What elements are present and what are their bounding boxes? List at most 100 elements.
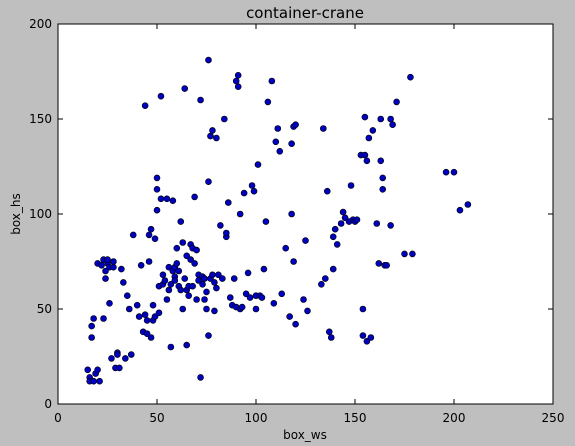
data-point (217, 222, 224, 229)
data-point (213, 134, 220, 142)
data-point (221, 115, 228, 123)
data-point (365, 134, 373, 142)
data-point (219, 275, 226, 282)
data-point (116, 364, 123, 372)
data-point (169, 197, 177, 204)
data-point (141, 311, 149, 319)
data-point (361, 151, 369, 159)
data-point (205, 178, 212, 185)
data-point (151, 235, 159, 242)
data-point (143, 330, 151, 338)
data-point (145, 258, 153, 265)
data-point (209, 271, 216, 279)
data-point (456, 206, 464, 214)
data-point (94, 366, 101, 374)
data-point (167, 280, 175, 288)
data-point (264, 98, 272, 106)
data-point (254, 161, 262, 168)
data-point (102, 267, 109, 275)
data-point (359, 332, 367, 339)
data-point (181, 275, 189, 282)
data-point (147, 334, 155, 341)
data-point (189, 282, 196, 290)
data-point (145, 231, 153, 239)
x-tick-label: 0 (54, 411, 62, 425)
data-point (250, 187, 258, 195)
data-point (114, 351, 121, 358)
data-point (464, 201, 472, 208)
data-point (157, 92, 165, 100)
x-tick-label: 250 (542, 411, 565, 425)
data-point (110, 258, 117, 265)
data-point (286, 313, 293, 320)
data-point (260, 265, 268, 273)
data-point (288, 210, 295, 218)
x-tick-label: 100 (245, 411, 268, 425)
data-point (153, 206, 161, 214)
data-point (173, 244, 181, 252)
data-point (165, 286, 173, 294)
data-point (341, 214, 349, 222)
data-point (329, 265, 337, 273)
data-point (373, 220, 381, 227)
data-point (177, 286, 185, 294)
data-point (272, 138, 280, 146)
data-point (183, 341, 190, 349)
y-tick-label: 50 (37, 302, 52, 316)
data-point (88, 334, 95, 341)
data-point (193, 296, 200, 303)
data-point (201, 296, 208, 303)
data-point (318, 280, 325, 288)
data-point (393, 98, 400, 106)
data-points (84, 56, 472, 385)
data-point (191, 193, 198, 201)
data-point (108, 355, 115, 362)
data-point (276, 148, 284, 155)
data-point (327, 334, 335, 341)
data-point (201, 275, 208, 282)
data-point (450, 168, 458, 176)
y-tick-label: 150 (29, 112, 52, 126)
data-point (226, 294, 234, 301)
data-point (401, 250, 408, 258)
data-point (379, 186, 387, 193)
data-point (84, 366, 91, 374)
data-point (252, 305, 260, 313)
data-point (177, 218, 185, 225)
data-point (339, 208, 347, 216)
chart-title: container-crane (246, 4, 364, 22)
data-point (137, 261, 145, 269)
data-point (407, 73, 414, 81)
data-point (110, 263, 117, 271)
data-point (171, 277, 179, 284)
data-point (387, 222, 394, 229)
data-point (234, 72, 242, 79)
data-point (141, 102, 149, 109)
data-point (104, 256, 111, 263)
data-point (288, 140, 295, 147)
data-point (90, 377, 97, 385)
data-point (193, 246, 200, 254)
data-point (236, 210, 244, 218)
data-point (118, 265, 125, 273)
data-point (232, 77, 240, 85)
data-point (320, 125, 327, 132)
data-point (203, 288, 210, 296)
data-point (282, 244, 290, 252)
data-point (242, 290, 250, 298)
data-point (197, 96, 204, 104)
data-point (181, 85, 189, 92)
data-point (292, 320, 299, 328)
data-point (329, 233, 337, 241)
data-point (230, 275, 238, 282)
data-point (209, 127, 216, 134)
data-point (442, 168, 450, 176)
data-point (367, 334, 375, 341)
data-point (353, 216, 361, 223)
data-point (100, 315, 107, 322)
data-point (179, 239, 187, 246)
data-point (325, 328, 333, 336)
data-point (361, 113, 369, 121)
data-point (124, 292, 131, 300)
y-axis-label: box_hs (9, 193, 23, 235)
